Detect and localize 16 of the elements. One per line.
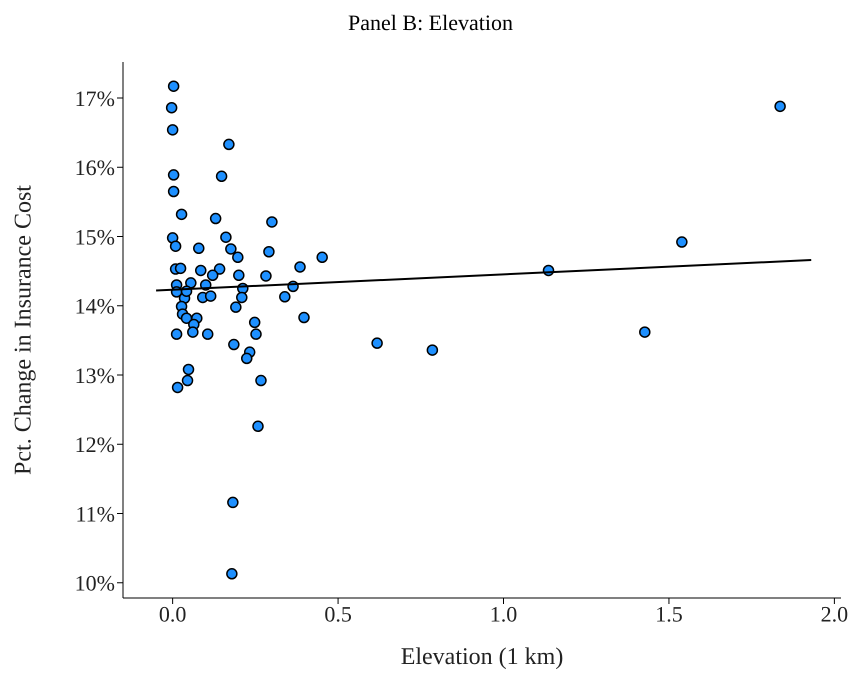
y-tick-label: 12% <box>74 432 115 458</box>
x-tick-label: 0.0 <box>158 602 186 627</box>
y-axis-title: Pct. Change in Insurance Cost <box>10 184 37 475</box>
y-tick-label: 14% <box>74 294 115 319</box>
chart-title: Panel B: Elevation <box>347 9 514 37</box>
x-tick-label: 1.5 <box>655 602 683 627</box>
y-tick-label: 10% <box>74 570 115 596</box>
y-tick-label: 11% <box>75 501 115 526</box>
x-axis-title: Elevation (1 km) <box>400 644 564 670</box>
x-tick-label: 0.5 <box>324 602 352 627</box>
y-tick-label: 13% <box>74 362 115 388</box>
y-tick-label: 16% <box>74 155 115 180</box>
y-tick-label: 15% <box>74 224 115 250</box>
y-tick-label: 17% <box>74 86 115 111</box>
x-tick-label: 2.0 <box>820 602 848 627</box>
x-tick-label: 1.0 <box>490 602 518 627</box>
